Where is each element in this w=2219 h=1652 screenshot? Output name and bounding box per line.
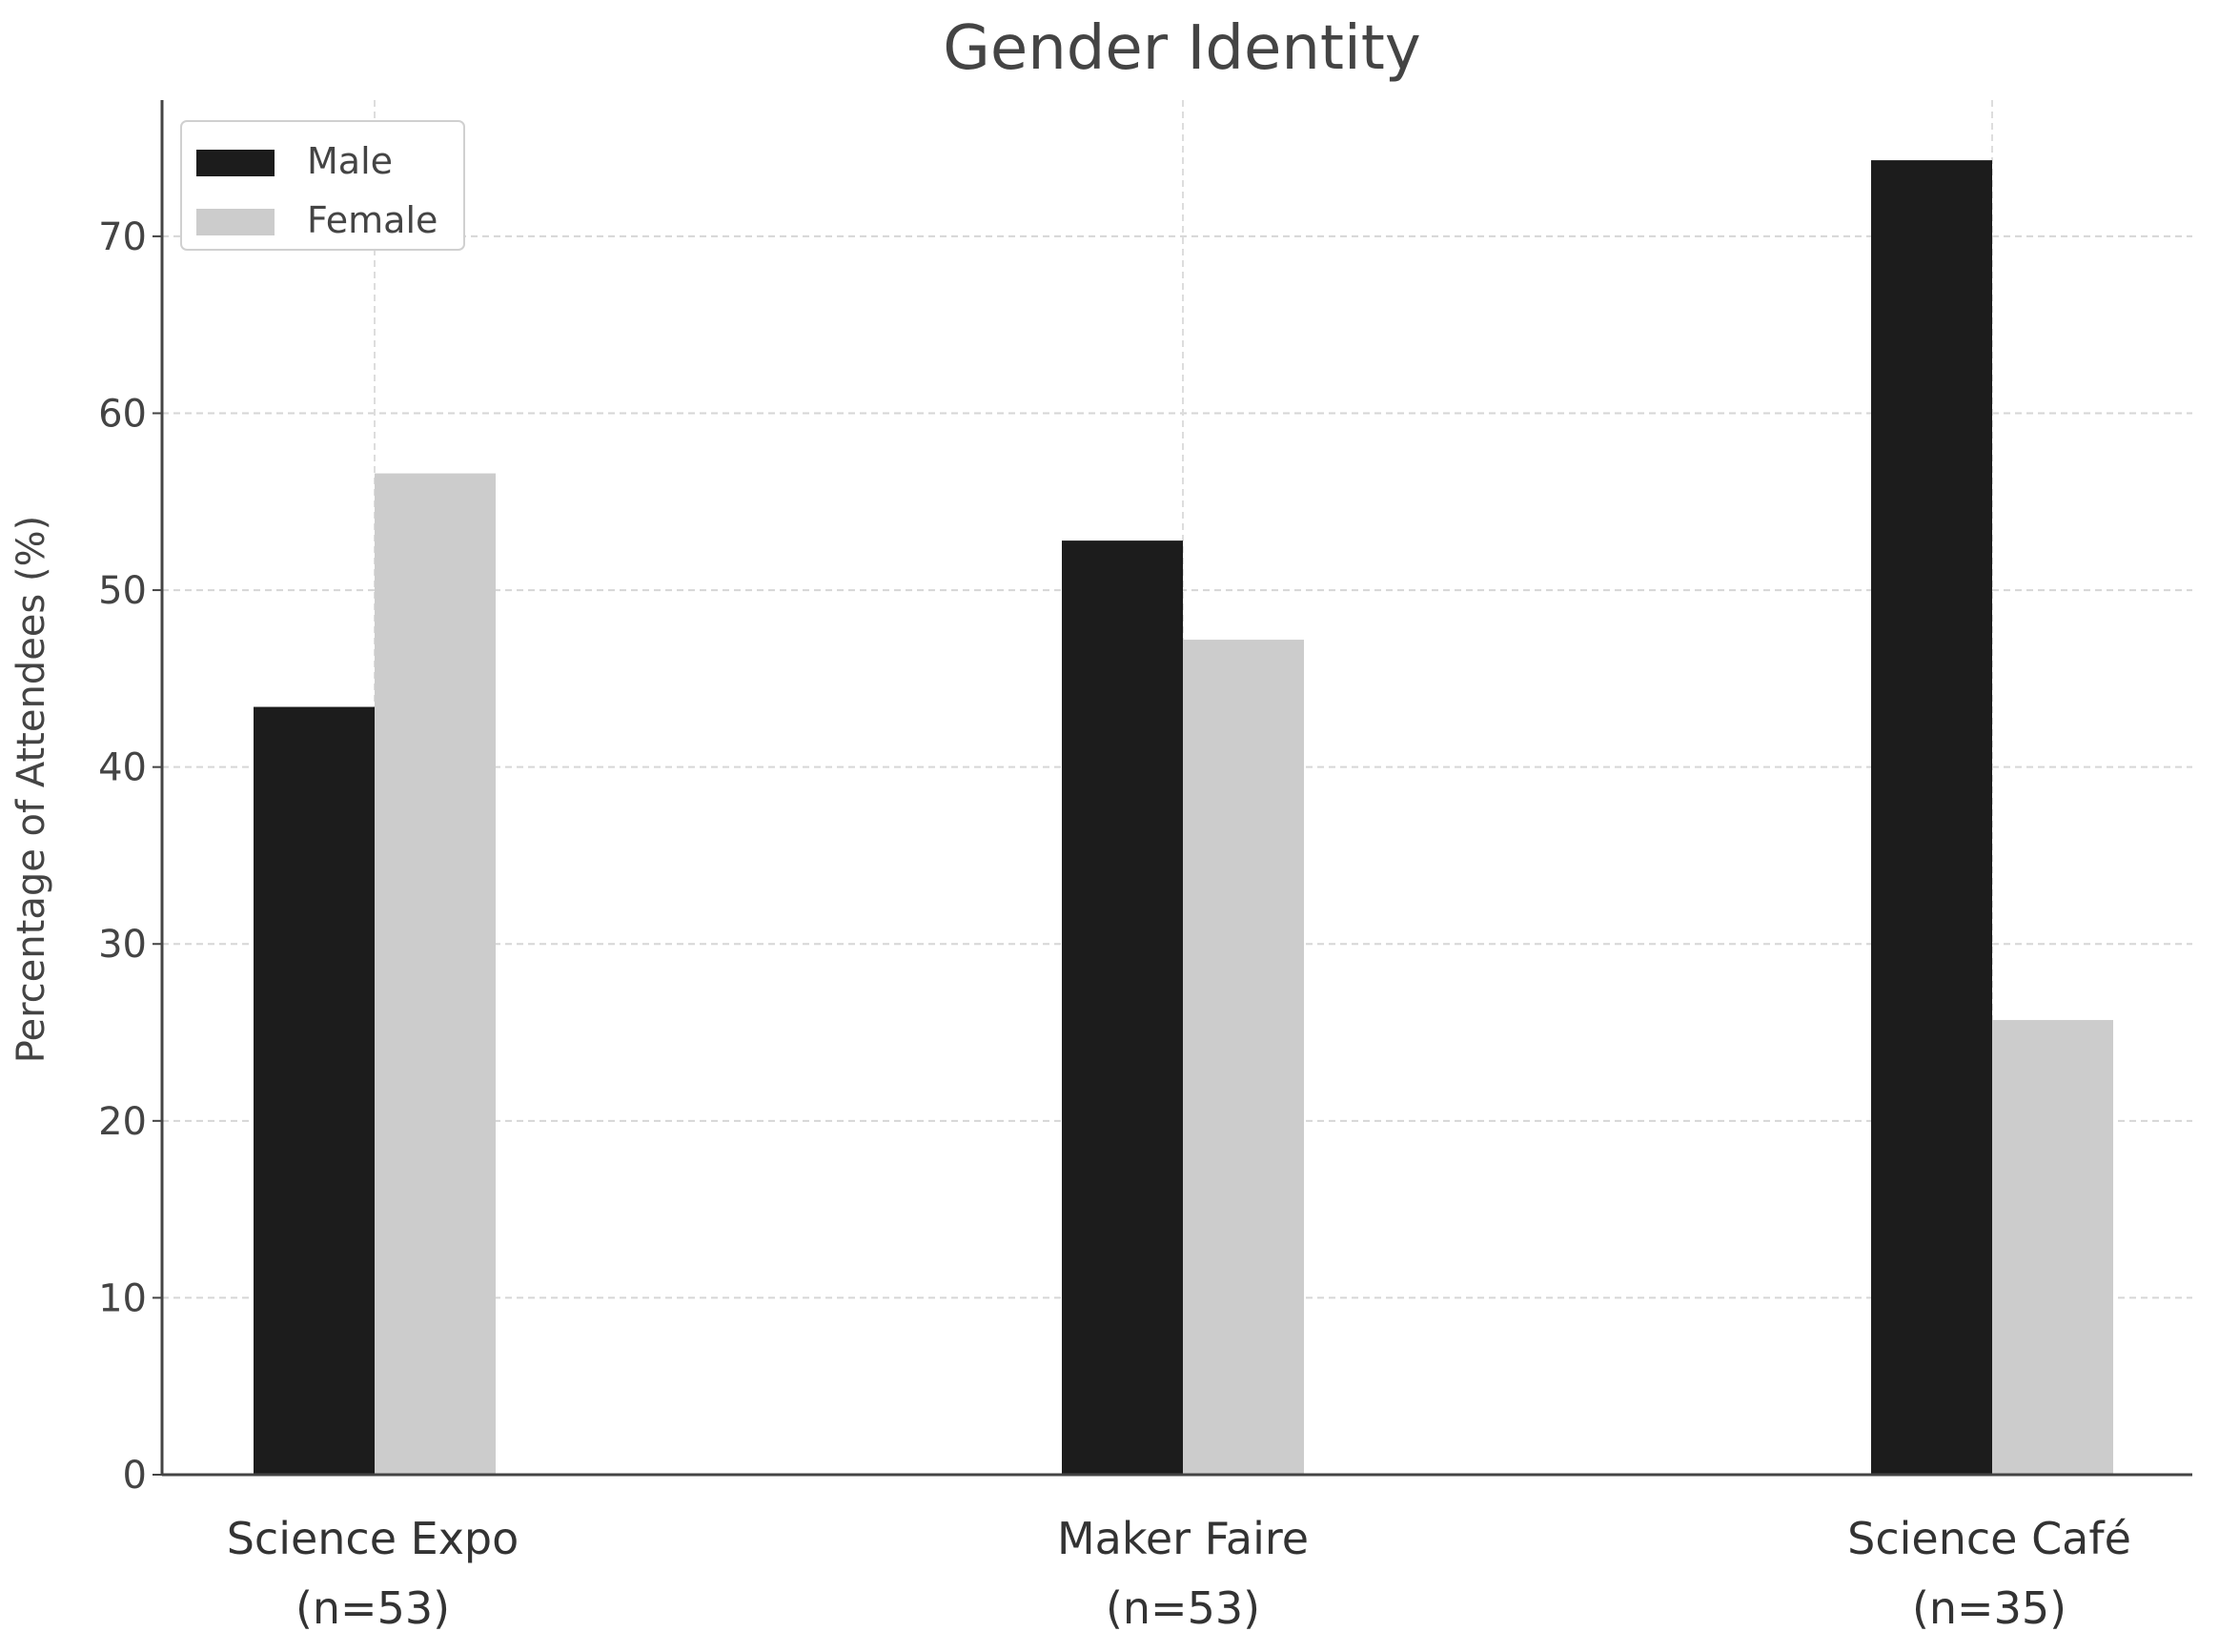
bars [254, 160, 2113, 1475]
y-tick-label: 0 [123, 1454, 147, 1498]
axes [153, 100, 2192, 1477]
legend: Male Female [180, 120, 465, 251]
x-category-label: Science Café [1847, 1513, 2131, 1564]
y-tick-label: 30 [98, 923, 147, 967]
y-tick-label: 20 [98, 1100, 147, 1144]
bar-female-2 [1183, 640, 1304, 1475]
bar-male-2 [1062, 540, 1183, 1475]
legend-swatch-female [196, 209, 275, 235]
x-category-sample-size: (n=53) [1106, 1582, 1260, 1634]
y-tick-label: 70 [98, 215, 147, 259]
y-tick-label: 10 [98, 1276, 147, 1320]
bar-male-1 [254, 706, 375, 1475]
legend-swatch-male [196, 150, 275, 176]
y-tick-label: 60 [98, 392, 147, 436]
bar-female-1 [375, 473, 496, 1475]
chart-title: Gender Identity [943, 13, 1420, 84]
x-category-label: Maker Faire [1057, 1513, 1309, 1564]
legend-label-female: Female [307, 199, 438, 241]
tick-labels: 0 10 20 30 40 50 60 70 Science Expo (n=53) Maker F… [98, 215, 2131, 1634]
y-axis-label: Percentage of Attendees (%) [10, 516, 53, 1063]
x-category-sample-size: (n=53) [295, 1582, 450, 1634]
x-category-label: Science Expo [227, 1513, 519, 1564]
bar-female-3 [1992, 1020, 2113, 1475]
bar-male-3 [1871, 160, 1992, 1475]
legend-label-male: Male [307, 140, 393, 182]
y-tick-label: 50 [98, 569, 147, 613]
y-tick-label: 40 [98, 746, 147, 790]
x-category-sample-size: (n=35) [1912, 1582, 2066, 1634]
